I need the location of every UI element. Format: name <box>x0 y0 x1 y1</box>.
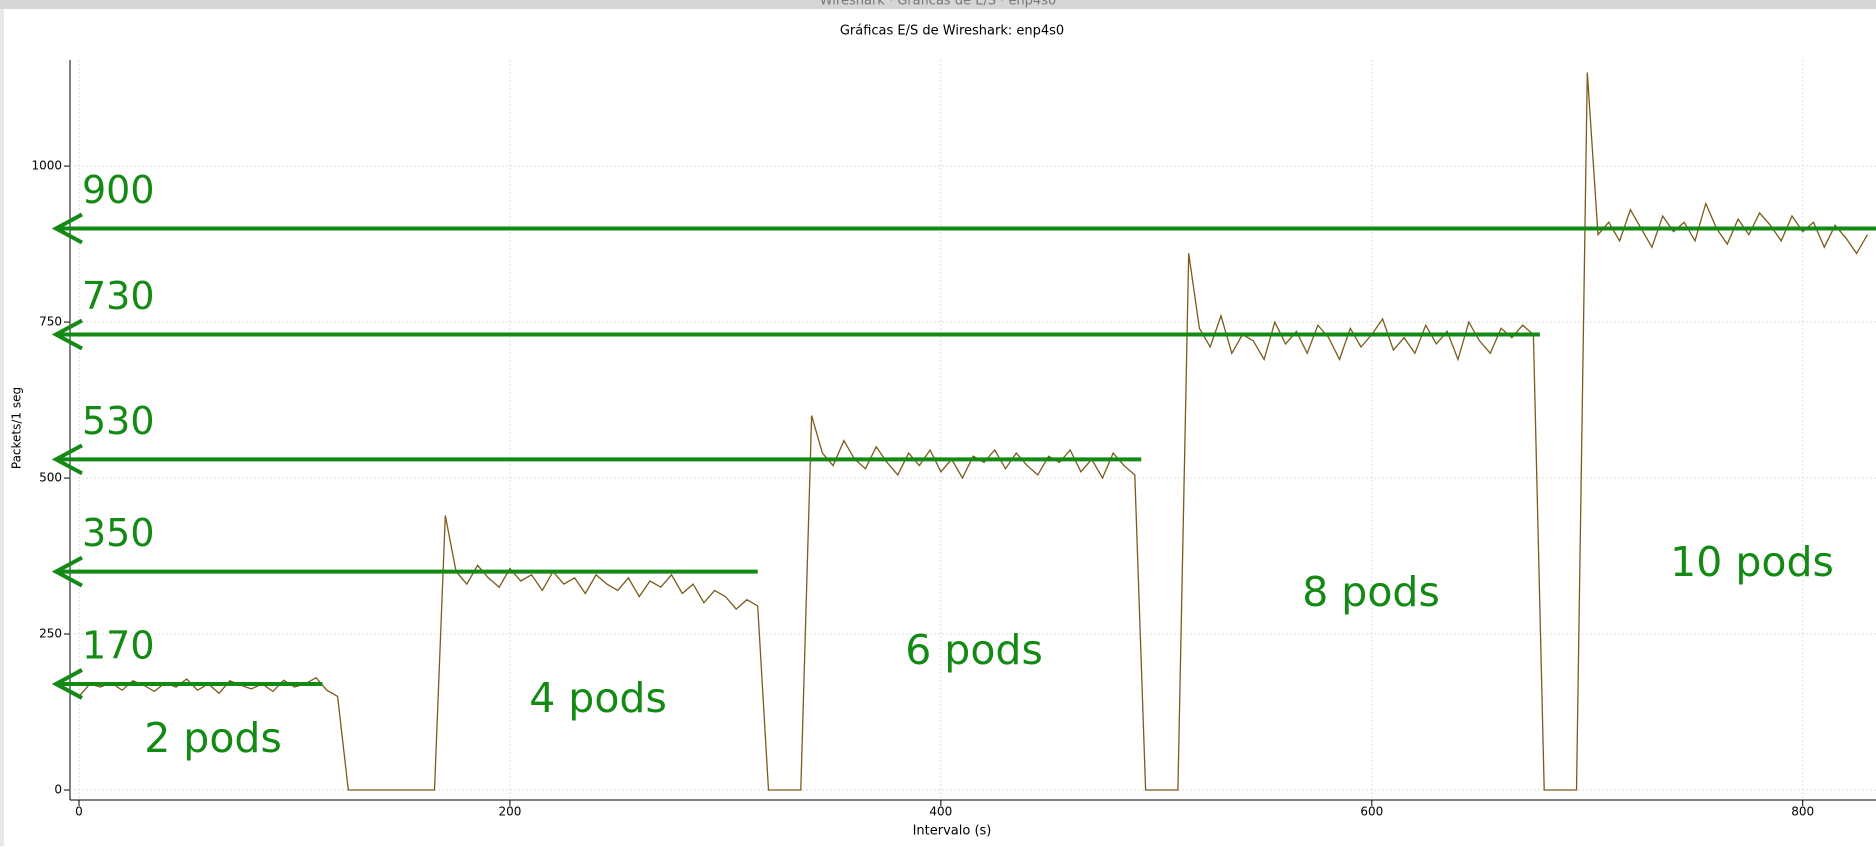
reference-label: 530 <box>82 399 155 443</box>
reference-label: 900 <box>82 168 155 212</box>
x-tick-label: 400 <box>929 805 952 819</box>
arrow-head <box>51 318 83 351</box>
y-tick-label: 750 <box>39 315 62 329</box>
annotation: 2 pods <box>144 714 282 762</box>
reference-label: 170 <box>82 623 155 667</box>
y-tick-label: 1000 <box>31 159 62 173</box>
annotation: 6 pods <box>905 626 1043 674</box>
y-tick-label: 500 <box>39 471 62 485</box>
arrow-head <box>51 668 83 700</box>
x-tick-label: 600 <box>1360 805 1383 819</box>
x-tick-label: 0 <box>75 805 83 819</box>
window-title: Wireshark · Gráficas de E/S · enp4s0 <box>820 0 1057 9</box>
y-tick-label: 250 <box>39 627 62 641</box>
arrow-head <box>51 212 83 245</box>
annotation: 8 pods <box>1302 568 1440 616</box>
annotation: 10 pods <box>1670 538 1834 586</box>
title-bar <box>0 0 1876 9</box>
arrow-head <box>51 443 83 476</box>
x-axis-label: Intervalo (s) <box>913 824 992 839</box>
arrow-head <box>51 555 83 588</box>
data-line <box>78 72 1868 791</box>
x-tick-label: 800 <box>1791 805 1814 819</box>
window-border <box>0 9 4 846</box>
chart-title: Gráficas E/S de Wireshark: enp4s0 <box>840 24 1064 39</box>
x-tick-label: 200 <box>498 805 521 819</box>
annotation: 4 pods <box>529 674 667 722</box>
reference-label: 350 <box>82 511 155 555</box>
y-axis-label: Packets/1 seg <box>10 387 24 469</box>
y-tick-label: 0 <box>54 783 62 797</box>
reference-label: 730 <box>82 274 155 318</box>
